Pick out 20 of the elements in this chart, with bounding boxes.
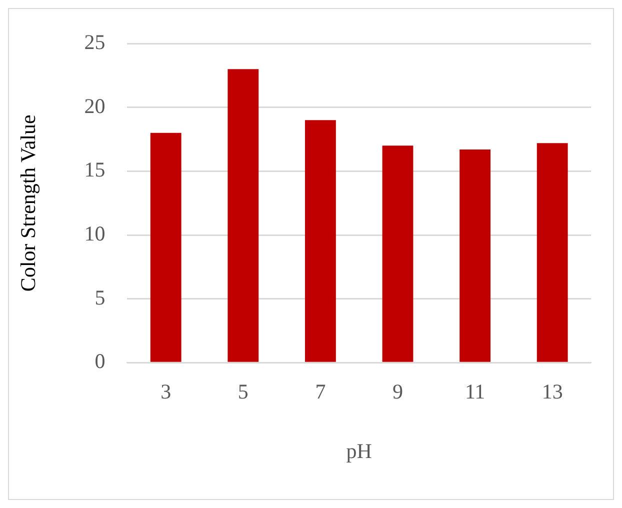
y-tick-label: 25 <box>84 30 106 54</box>
y-tick-label: 5 <box>94 285 106 310</box>
bar <box>228 69 259 362</box>
x-tick-label: 9 <box>392 380 403 404</box>
x-tick-label: 3 <box>160 380 172 404</box>
y-tick-label: 15 <box>84 158 106 182</box>
bar <box>150 132 182 362</box>
x-tick-label: 5 <box>238 380 248 404</box>
x-tick-label: 11 <box>464 380 486 404</box>
y-tick-label: 10 <box>84 222 106 246</box>
bar <box>536 143 568 362</box>
bar <box>382 146 414 362</box>
y-axis-title: Color Strength Value <box>16 114 40 292</box>
y-tick-label: 20 <box>84 94 106 118</box>
x-tick-label: 13 <box>542 380 563 404</box>
y-tick-label: 0 <box>94 349 106 374</box>
x-tick-label: 7 <box>315 380 326 404</box>
x-axis-title: pH <box>346 438 372 463</box>
bar <box>304 120 336 362</box>
bar <box>460 150 491 362</box>
